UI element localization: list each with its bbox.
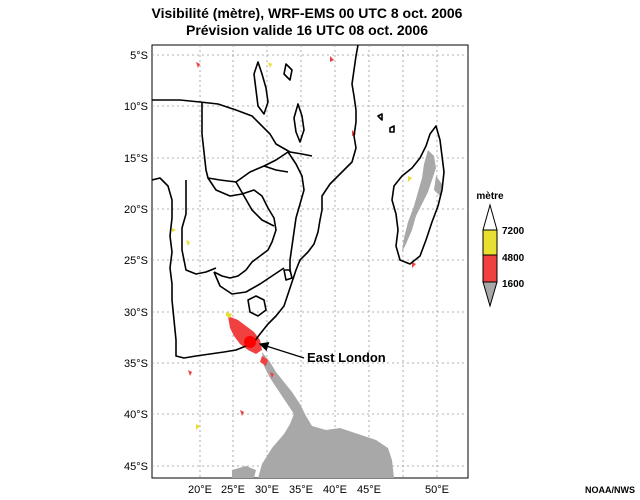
lon-label: 45°E xyxy=(357,484,381,496)
lat-label: 5°S xyxy=(130,50,148,62)
lat-label: 15°S xyxy=(124,153,148,165)
graticule xyxy=(152,45,468,478)
lat-label: 30°S xyxy=(124,307,148,319)
longitude-labels: 20°E 25°E 30°E 35°E 40°E 45°E 50°E xyxy=(188,484,449,496)
lat-label: 35°S xyxy=(124,358,148,370)
legend-top-cap xyxy=(482,203,498,231)
legend-swatch-yellow xyxy=(482,229,498,256)
legend-swatch-grey xyxy=(482,281,498,308)
lat-label: 45°S xyxy=(124,461,148,473)
lat-label: 10°S xyxy=(124,101,148,113)
fog-patch-madagascar-east xyxy=(434,176,442,196)
lon-label: 40°E xyxy=(323,484,347,496)
fog-field-ocean xyxy=(258,352,394,478)
lon-label: 30°E xyxy=(255,484,279,496)
visibility-legend: mètre 7200 4800 1600 xyxy=(476,191,525,308)
lat-label: 20°S xyxy=(124,204,148,216)
lon-label: 35°E xyxy=(289,484,313,496)
map-title-line2: Prévision valide 16 UTC 08 oct. 2006 xyxy=(185,22,428,38)
lon-label: 50°E xyxy=(425,484,449,496)
legend-label: 7200 xyxy=(502,226,525,237)
fog-field-madagascar xyxy=(402,150,436,252)
map-title-line1: Visibilité (mètre), WRF-EMS 00 UTC 8 oct… xyxy=(151,5,463,21)
lon-label: 20°E xyxy=(188,484,212,496)
legend-label: 1600 xyxy=(502,279,525,290)
fog-patch-small xyxy=(232,466,256,478)
east-london-arrow xyxy=(258,341,305,359)
coastlines-and-borders xyxy=(152,45,445,359)
legend-swatch-red xyxy=(482,254,498,283)
latitude-labels: 5°S 10°S 15°S 20°S 25°S 30°S 35°S 40°S 4… xyxy=(124,50,148,473)
lat-label: 25°S xyxy=(124,255,148,267)
lon-label: 25°E xyxy=(221,484,245,496)
map-frame xyxy=(151,44,469,479)
lat-label: 40°S xyxy=(124,409,148,421)
east-london-marker xyxy=(244,336,256,348)
legend-label: 4800 xyxy=(502,253,525,264)
credit-label: NOAA/NWS xyxy=(585,485,635,495)
legend-title: mètre xyxy=(476,191,504,202)
east-london-label: East London xyxy=(307,350,386,365)
